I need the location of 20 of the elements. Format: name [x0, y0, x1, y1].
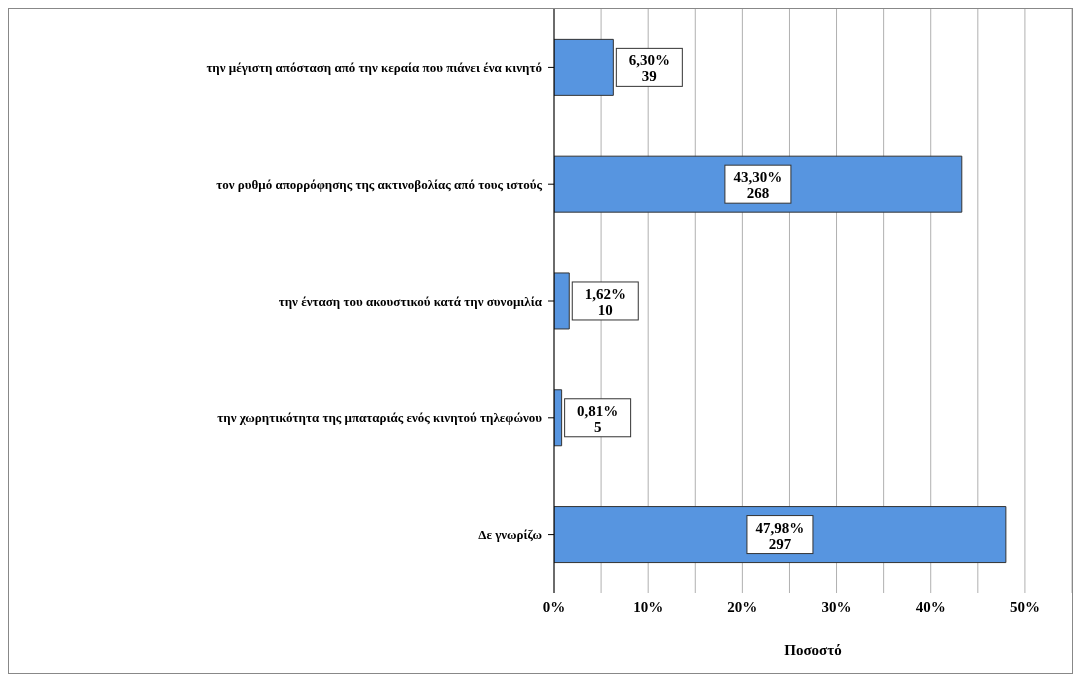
- bar: [554, 506, 1007, 564]
- x-tick-label: 40%: [915, 598, 946, 615]
- x-axis-title: Ποσοστό: [784, 642, 842, 658]
- bar: [554, 155, 963, 213]
- data-label: 0,81% 5: [577, 402, 619, 435]
- y-tick-label: την μέγιστη απόσταση από την κεραία που πιάνει ένα κινητό: [206, 60, 542, 76]
- y-tick-label: τον ρυθμό απορρόφησης της ακτινοβολίας από τους ιστούς: [216, 176, 543, 192]
- x-tick-label: 50%: [1009, 598, 1040, 615]
- data-label: 1,62% 10: [584, 285, 626, 318]
- data-label: 43,30% 268: [733, 169, 783, 202]
- y-tick-label: Δε γνωρίζω: [478, 527, 542, 543]
- y-tick-label: την ένταση του ακουστικού κατά την συνομιλία: [278, 293, 543, 309]
- data-label: 47,98% 297: [755, 519, 805, 552]
- bar: [554, 272, 570, 330]
- data-label: 6,30% 39: [628, 52, 670, 85]
- x-tick-label: 20%: [727, 598, 758, 615]
- x-tick-label: 10%: [633, 598, 664, 615]
- x-tick-label: 0%: [542, 598, 566, 615]
- y-tick-label: την χωρητικότητα της μπαταριάς ενός κινητού τηλεφώνου: [217, 410, 543, 426]
- x-tick-label: 30%: [821, 598, 852, 615]
